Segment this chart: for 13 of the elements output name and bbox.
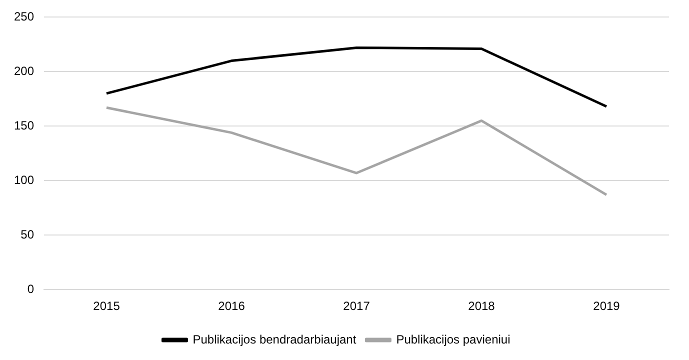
y-tick-label: 150 — [14, 118, 34, 132]
y-tick-label: 250 — [14, 10, 34, 24]
y-tick-label: 50 — [20, 227, 34, 242]
x-tick-label: 2016 — [218, 299, 246, 314]
y-tick-label: 100 — [14, 172, 34, 187]
legend-label: Publikacijos bendradarbiaujant — [192, 332, 357, 346]
x-tick-label: 2018 — [468, 299, 496, 314]
x-tick-label: 2015 — [93, 299, 120, 314]
x-tick-label: 2019 — [593, 299, 620, 314]
x-tick-label: 2017 — [343, 299, 370, 314]
y-tick-label: 0 — [27, 282, 34, 296]
y-tick-label: 200 — [14, 64, 34, 78]
legend-label: Publikacijos pavieniui — [396, 332, 510, 346]
